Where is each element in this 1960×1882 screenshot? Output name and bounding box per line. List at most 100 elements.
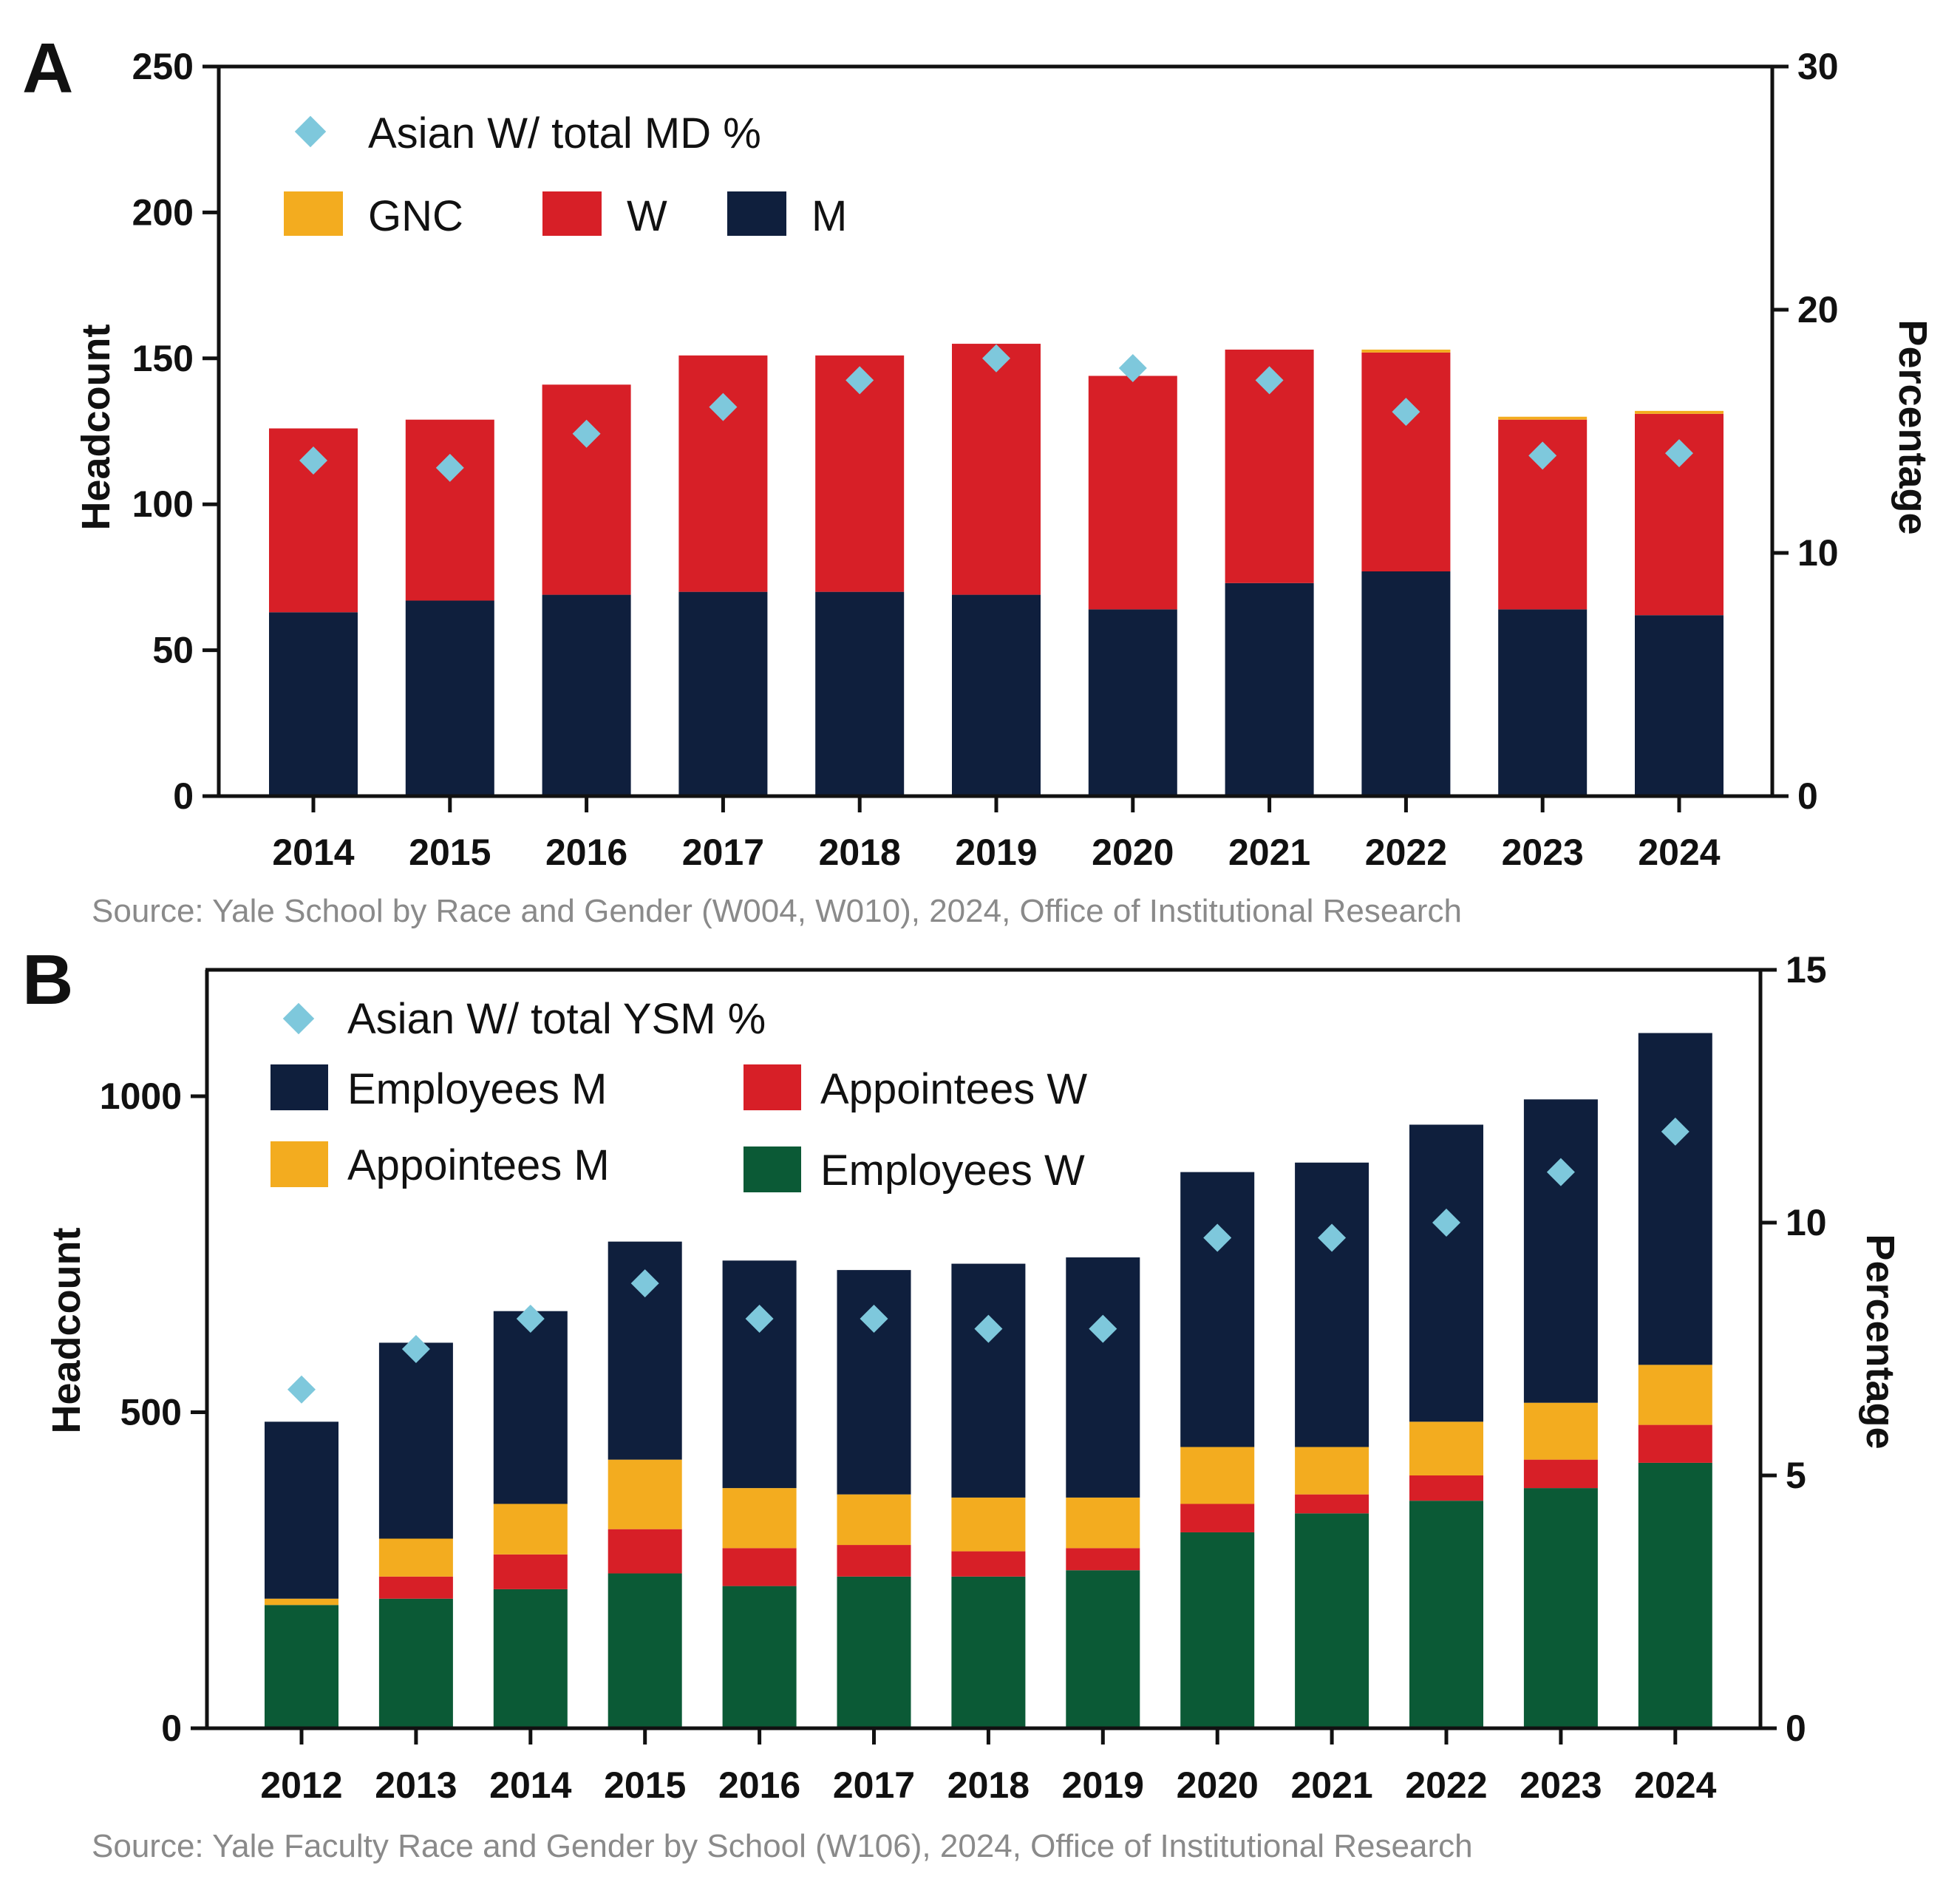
x-tick-label: 2018	[947, 1764, 1030, 1806]
marker-2014	[299, 446, 327, 475]
x-tick-label: 2022	[1405, 1764, 1487, 1806]
x-tick-label: 2015	[409, 832, 491, 873]
bar-m-2024	[1635, 615, 1723, 796]
y-tick-label: 200	[132, 191, 194, 233]
bar-appointees-w-2022	[1409, 1475, 1483, 1501]
bar-employees-w-2012	[265, 1605, 338, 1728]
bar-appointees-m-2015	[608, 1459, 682, 1529]
y2-axis-title-b: Percentage	[1858, 1234, 1902, 1449]
panel-label-a: A	[22, 29, 73, 108]
x-tick-label: 2022	[1365, 832, 1447, 873]
y-axis-title-a: Headcount	[74, 324, 118, 530]
bar-appointees-w-2020	[1180, 1504, 1255, 1532]
markers-a	[299, 344, 1693, 482]
y-tick-label: 100	[132, 483, 194, 525]
x-tick-label: 2024	[1638, 832, 1720, 873]
legend-marker-label: Asian W/ total YSM %	[347, 995, 766, 1043]
x-tick-label: 2019	[955, 832, 1037, 873]
x-tick-label: 2019	[1062, 1764, 1144, 1806]
x-tick-label: 2020	[1177, 1764, 1259, 1806]
ticks-a: 0 50 100 150 200 250 0 10 20 30 2014 2015 2016 2017 20…	[132, 46, 1839, 873]
marker-2019	[982, 344, 1010, 373]
bar-employees-m-2024	[1638, 1033, 1712, 1365]
marker-2018	[974, 1314, 1003, 1343]
x-tick-label: 2017	[833, 1764, 915, 1806]
bar-employees-w-2019	[1066, 1570, 1140, 1728]
axes-b	[191, 968, 1777, 1745]
marker-2013	[401, 1335, 430, 1363]
bar-appointees-m-2022	[1409, 1421, 1483, 1475]
y2-tick-label: 0	[1786, 1708, 1806, 1749]
bar-appointees-w-2017	[837, 1545, 911, 1577]
bar-employees-w-2016	[722, 1586, 797, 1728]
bar-gnc-2023	[1498, 416, 1588, 420]
y-tick-label: 150	[132, 338, 194, 379]
x-tick-label: 2017	[682, 832, 764, 873]
bar-m-2014	[269, 612, 358, 796]
bar-appointees-w-2016	[722, 1548, 797, 1586]
bars-b	[265, 1033, 1712, 1728]
y-tick-label: 1000	[100, 1076, 182, 1117]
marker-2023	[1528, 441, 1557, 470]
bar-appointees-w-2014	[493, 1554, 568, 1589]
bars-a	[269, 344, 1723, 796]
x-tick-label: 2023	[1502, 832, 1584, 873]
bar-employees-w-2017	[837, 1576, 911, 1728]
x-tick-label: 2024	[1634, 1764, 1716, 1806]
panel-a: A 0 50 100 150 200 250 0 10 20 30 2014 2015 2016 2017…	[22, 29, 1935, 929]
legend-b: Asian W/ total YSM % Employees M Appoint…	[270, 995, 1087, 1195]
bar-appointees-m-2013	[378, 1538, 453, 1577]
bar-employees-m-2013	[378, 1342, 453, 1539]
ticks-b: 0 500 1000 0 5 10 15 2012 2013 2014 2015 2016 2017 20…	[100, 949, 1827, 1806]
x-tick-label: 2020	[1092, 832, 1174, 873]
marker-2020	[1203, 1223, 1232, 1252]
legend-swatch-gnc	[284, 191, 343, 236]
bar-appointees-m-2024	[1638, 1365, 1712, 1425]
bar-w-2018	[815, 355, 905, 592]
x-tick-label: 2015	[604, 1764, 686, 1806]
bar-employees-w-2024	[1638, 1462, 1712, 1728]
bar-appointees-w-2018	[951, 1551, 1026, 1577]
bar-appointees-m-2012	[265, 1598, 338, 1606]
y-tick-label: 250	[132, 46, 194, 87]
legend-label-employees-w: Employees W	[820, 1146, 1085, 1195]
bar-m-2017	[678, 591, 768, 796]
bar-employees-m-2016	[722, 1260, 797, 1489]
bar-m-2021	[1225, 582, 1314, 796]
bar-employees-w-2022	[1409, 1501, 1483, 1728]
bar-appointees-w-2015	[608, 1529, 682, 1574]
markers-b	[287, 1117, 1690, 1404]
marker-2019	[1089, 1314, 1117, 1343]
x-tick-label: 2013	[375, 1764, 457, 1806]
x-tick-label: 2016	[718, 1764, 800, 1806]
bar-m-2023	[1498, 609, 1588, 796]
legend-label-appointees-m: Appointees M	[347, 1141, 610, 1189]
bar-appointees-w-2023	[1523, 1459, 1598, 1489]
bar-w-2019	[952, 344, 1041, 595]
bar-appointees-m-2021	[1295, 1447, 1369, 1495]
marker-2023	[1546, 1158, 1575, 1186]
y-axis-title-b: Headcount	[44, 1227, 89, 1433]
bar-appointees-w-2013	[378, 1576, 453, 1599]
y-tick-label: 0	[161, 1708, 182, 1749]
bar-m-2022	[1361, 571, 1451, 796]
bar-m-2020	[1088, 609, 1177, 796]
bar-w-2022	[1361, 352, 1451, 572]
legend-swatch-employees-w	[743, 1146, 801, 1192]
legend-label-employees-m: Employees M	[347, 1065, 607, 1113]
legend-marker-icon	[294, 115, 327, 148]
legend-swatch-m	[727, 191, 786, 236]
y2-tick-label: 10	[1786, 1202, 1827, 1243]
legend-label-w: W	[627, 192, 667, 240]
legend-label-gnc: GNC	[368, 192, 463, 240]
bar-m-2015	[405, 600, 494, 796]
marker-2024	[1661, 1117, 1690, 1146]
x-tick-label: 2018	[819, 832, 901, 873]
marker-2018	[845, 366, 874, 395]
bar-w-2020	[1088, 376, 1177, 610]
bar-employees-w-2021	[1295, 1513, 1369, 1728]
marker-2015	[630, 1269, 659, 1298]
marker-2021	[1318, 1223, 1347, 1252]
bar-appointees-w-2024	[1638, 1424, 1712, 1463]
legend-swatch-appointees-m	[270, 1141, 328, 1187]
